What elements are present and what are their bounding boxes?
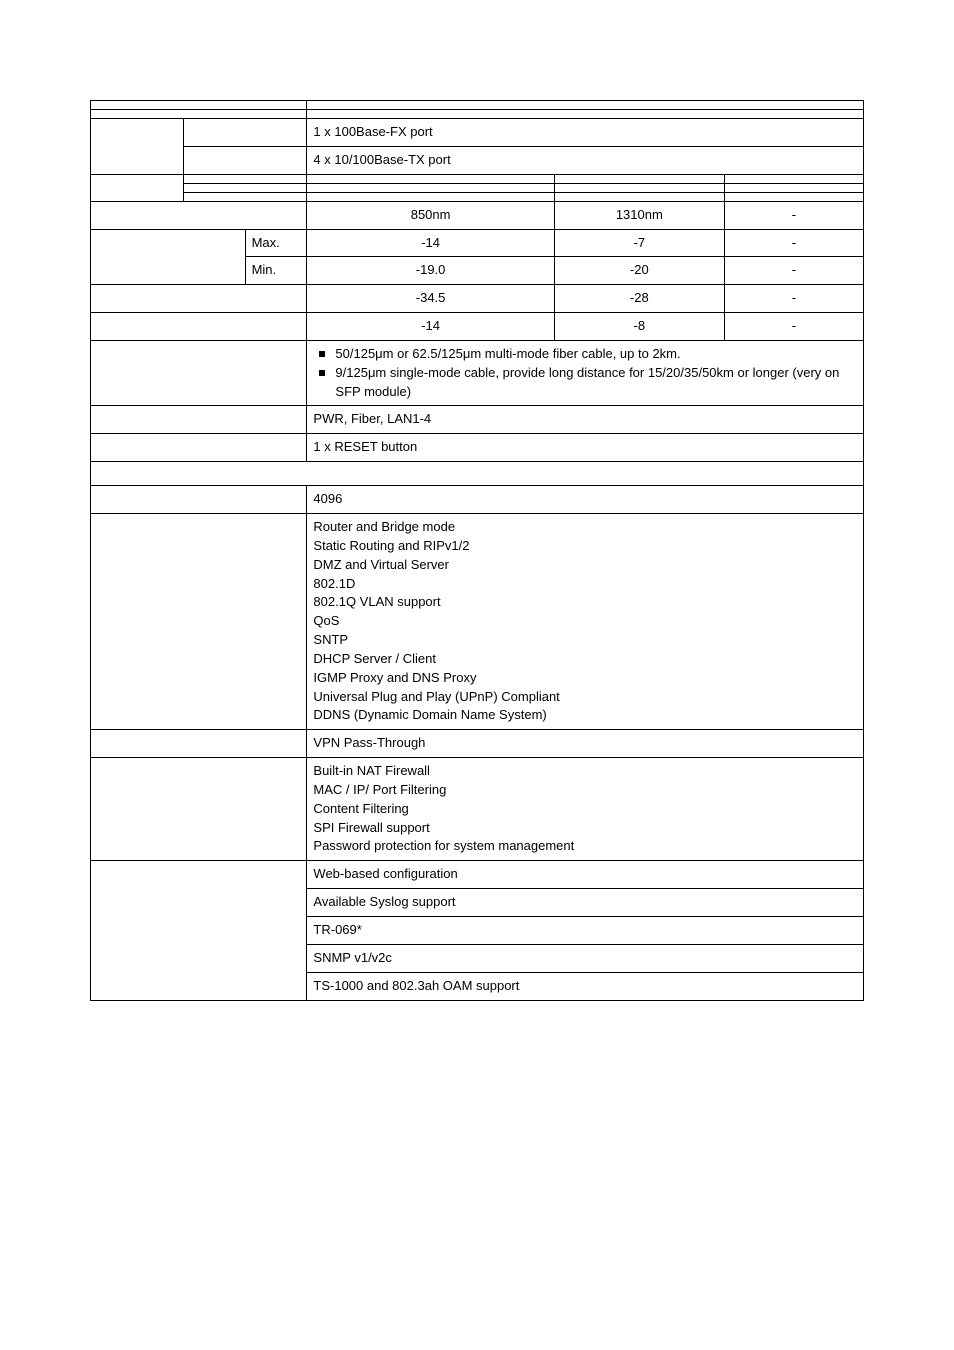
router-value: Router and Bridge mode Static Routing an…: [307, 513, 864, 729]
post2-c3: -: [724, 313, 863, 341]
post2-c1: -14: [307, 313, 554, 341]
bullet-text-1: 50/125μm or 62.5/125μm multi-mode fiber …: [335, 345, 857, 364]
spec-row-blank-3: [91, 192, 864, 201]
max-c3: -: [724, 229, 863, 257]
spec-r3-c2: [554, 192, 724, 201]
square-bullet-icon: [319, 370, 325, 376]
reset-value: 1 x RESET button: [307, 434, 864, 462]
bullet-item-1: 50/125μm or 62.5/125μm multi-mode fiber …: [313, 345, 857, 364]
min-label: Min.: [245, 257, 307, 285]
spec-row-label-1: [183, 174, 307, 183]
wavelength-row: 850nm 1310nm -: [91, 201, 864, 229]
min-c2: -20: [554, 257, 724, 285]
pwr-value: PWR, Fiber, LAN1-4: [307, 406, 864, 434]
spec-group-label: [91, 174, 184, 201]
max-label: Max.: [245, 229, 307, 257]
vlan-label: [91, 486, 307, 514]
port-label-fx: [183, 119, 307, 147]
maxmin-group-label: [91, 229, 246, 285]
mgmt-value-1: Web-based configuration: [307, 861, 864, 889]
spec-r2-c3: [724, 183, 863, 192]
port-row-tx: 4 x 10/100Base-TX port: [91, 146, 864, 174]
max-c1: -14: [307, 229, 554, 257]
wavelength-c2: 1310nm: [554, 201, 724, 229]
max-row: Max. -14 -7 -: [91, 229, 864, 257]
vpn-row: VPN Pass-Through: [91, 730, 864, 758]
reset-label: [91, 434, 307, 462]
fiber-cable-content: 50/125μm or 62.5/125μm multi-mode fiber …: [307, 340, 864, 406]
spec-r1-c2: [554, 174, 724, 183]
spec-r1-c3: [724, 174, 863, 183]
post-row-2: -14 -8 -: [91, 313, 864, 341]
spec-r2-c1: [307, 183, 554, 192]
bullet-text-2: 9/125μm single-mode cable, provide long …: [335, 364, 857, 402]
vpn-label: [91, 730, 307, 758]
header-row-2: [91, 110, 864, 119]
spec-row-label-3: [183, 192, 307, 201]
min-c1: -19.0: [307, 257, 554, 285]
max-c2: -7: [554, 229, 724, 257]
post2-c2: -8: [554, 313, 724, 341]
pwr-label: [91, 406, 307, 434]
router-block-row: Router and Bridge mode Static Routing an…: [91, 513, 864, 729]
spec-row-blank-2: [91, 183, 864, 192]
post1-c3: -: [724, 285, 863, 313]
spec-r1-c1: [307, 174, 554, 183]
bullet-item-2: 9/125μm single-mode cable, provide long …: [313, 364, 857, 402]
spec-r3-c1: [307, 192, 554, 201]
spec-r3-c3: [724, 192, 863, 201]
header-content-2: [307, 110, 864, 119]
mgmt-row-1: Web-based configuration: [91, 861, 864, 889]
post-row-1: -34.5 -28 -: [91, 285, 864, 313]
port-fx-value: 1 x 100Base-FX port: [307, 119, 864, 147]
firewall-block-row: Built-in NAT Firewall MAC / IP/ Port Fil…: [91, 758, 864, 861]
wavelength-label: [91, 201, 307, 229]
reset-row: 1 x RESET button: [91, 434, 864, 462]
vlan-row: 4096: [91, 486, 864, 514]
port-row-fx: 1 x 100Base-FX port: [91, 119, 864, 147]
header-label-2: [91, 110, 307, 119]
section-separator: [91, 462, 864, 486]
firewall-value: Built-in NAT Firewall MAC / IP/ Port Fil…: [307, 758, 864, 861]
port-tx-value: 4 x 10/100Base-TX port: [307, 146, 864, 174]
min-c3: -: [724, 257, 863, 285]
post1-c2: -28: [554, 285, 724, 313]
router-label: [91, 513, 307, 729]
mgmt-value-5: TS-1000 and 802.3ah OAM support: [307, 972, 864, 1000]
spec-table: 1 x 100Base-FX port 4 x 10/100Base-TX po…: [90, 100, 864, 1001]
port-label-tx: [183, 146, 307, 174]
post-label-1: [91, 285, 307, 313]
mgmt-label: [91, 861, 307, 1000]
vlan-value: 4096: [307, 486, 864, 514]
fiber-cable-label: [91, 340, 307, 406]
header-label-1: [91, 101, 307, 110]
vpn-value: VPN Pass-Through: [307, 730, 864, 758]
pwr-row: PWR, Fiber, LAN1-4: [91, 406, 864, 434]
spec-row-blank-1: [91, 174, 864, 183]
wavelength-c3: -: [724, 201, 863, 229]
spec-r2-c2: [554, 183, 724, 192]
section-header-cell: [91, 462, 864, 486]
spec-row-label-2: [183, 183, 307, 192]
mgmt-value-4: SNMP v1/v2c: [307, 944, 864, 972]
post-label-2: [91, 313, 307, 341]
mgmt-value-2: Available Syslog support: [307, 889, 864, 917]
header-row-1: [91, 101, 864, 110]
post1-c1: -34.5: [307, 285, 554, 313]
firewall-label: [91, 758, 307, 861]
fiber-cable-row: 50/125μm or 62.5/125μm multi-mode fiber …: [91, 340, 864, 406]
page-container: 1 x 100Base-FX port 4 x 10/100Base-TX po…: [0, 0, 954, 1061]
port-label-main: [91, 119, 184, 175]
mgmt-value-3: TR-069*: [307, 917, 864, 945]
wavelength-c1: 850nm: [307, 201, 554, 229]
square-bullet-icon: [319, 351, 325, 357]
header-content-1: [307, 101, 864, 110]
